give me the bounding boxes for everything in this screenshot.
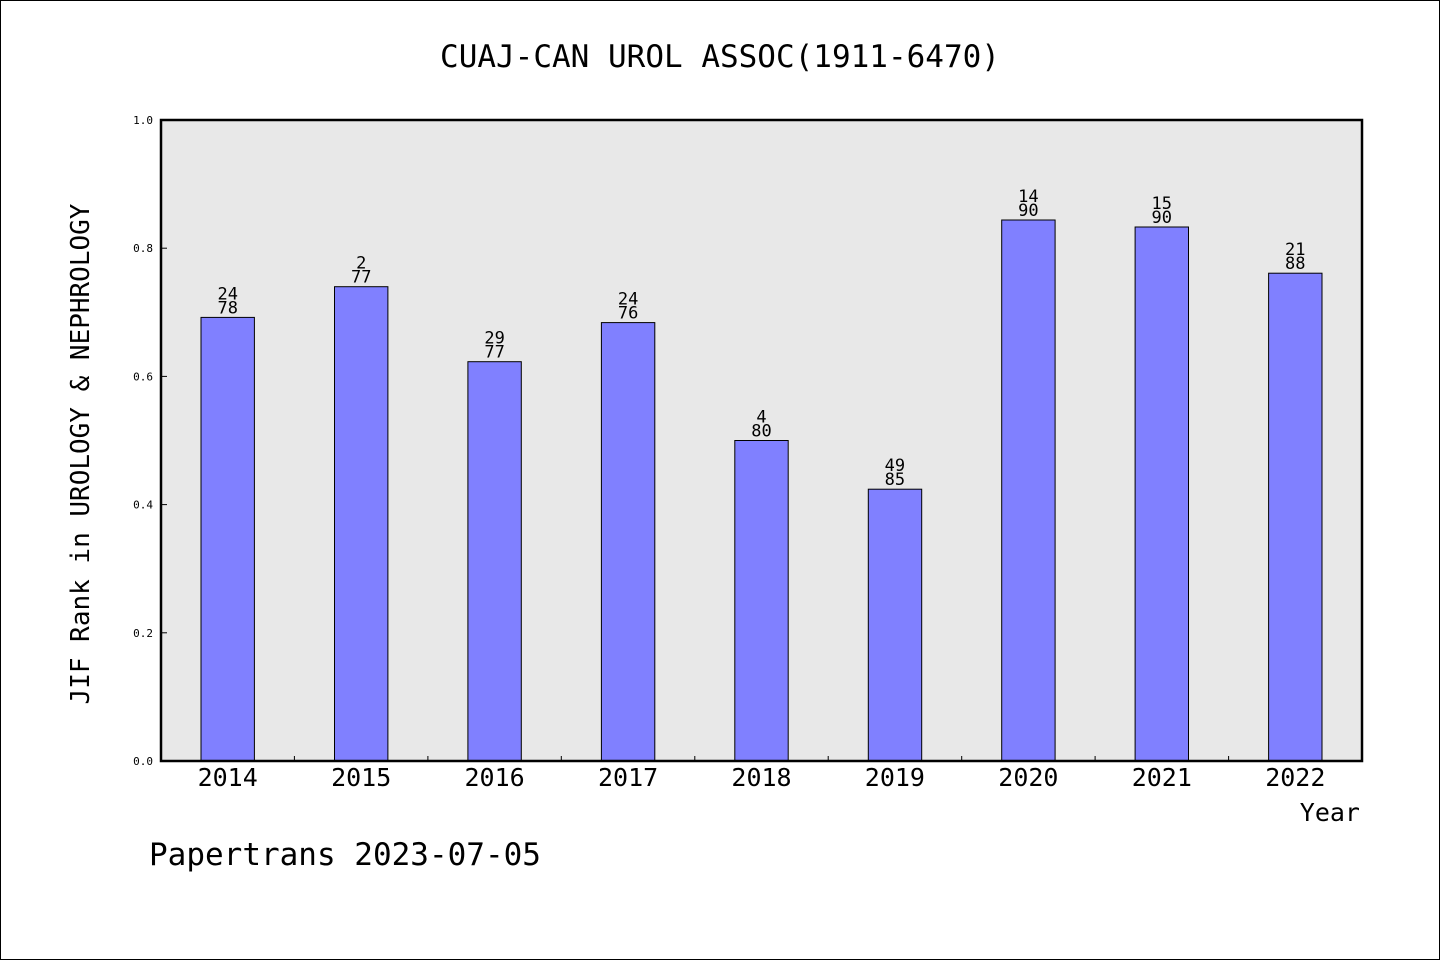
y-tick-label: 0.4 xyxy=(133,499,153,512)
bar-total-label: 80 xyxy=(751,422,771,442)
plot-border xyxy=(159,118,1364,763)
x-tick-label: 2014 xyxy=(198,763,258,792)
bar-total-label: 88 xyxy=(1285,254,1305,274)
footer-credit: Papertrans 2023-07-05 xyxy=(149,837,541,873)
bar-rank-label: 24 xyxy=(217,284,237,304)
bar-rank-label: 2 xyxy=(356,254,366,274)
y-tick-label: 0.2 xyxy=(133,627,153,640)
bar-total-label: 77 xyxy=(484,343,504,363)
x-tick-label: 2021 xyxy=(1132,763,1192,792)
bar-total-label: 90 xyxy=(1018,201,1038,221)
x-tick-label: 2022 xyxy=(1265,763,1325,792)
y-axis-label: JIF Rank in UROLOGY & NEPHROLOGY xyxy=(66,203,96,704)
bar-total-label: 78 xyxy=(217,298,237,318)
bar-total-label: 76 xyxy=(618,304,638,324)
x-axis-label: Year xyxy=(1300,798,1360,827)
bar-2022 xyxy=(1268,272,1323,762)
bar-2018 xyxy=(734,440,789,762)
y-tick-label: 1.0 xyxy=(133,114,153,127)
bar-2014 xyxy=(200,316,255,762)
bar-rank-label: 29 xyxy=(484,329,504,349)
x-tick-label: 2020 xyxy=(998,763,1058,792)
x-axis: 2014 2015 2016 2017 2018 2019 2020 2021 2022 xyxy=(198,756,1325,792)
bar-total-label: 85 xyxy=(885,470,905,490)
bar-rank-label: 15 xyxy=(1152,194,1172,214)
bar-2015 xyxy=(334,286,389,762)
x-tick-label: 2018 xyxy=(731,763,791,792)
bar-rank-label: 4 xyxy=(756,408,766,428)
bar-2021 xyxy=(1134,226,1189,762)
y-tick-label: 0.0 xyxy=(133,755,153,768)
bar-total-label: 90 xyxy=(1152,208,1172,228)
x-tick-label: 2019 xyxy=(865,763,925,792)
bar-2016 xyxy=(467,361,522,762)
x-tick-label: 2017 xyxy=(598,763,658,792)
bar-2020 xyxy=(1001,219,1056,762)
bar-2019 xyxy=(867,488,923,762)
x-tick-label: 2016 xyxy=(464,763,524,792)
bar-rank-label: 14 xyxy=(1018,187,1038,207)
bar-total-label: 77 xyxy=(351,268,371,288)
chart-title: CUAJ-CAN UROL ASSOC(1911-6470) xyxy=(440,39,1000,75)
y-tick-label: 0.8 xyxy=(133,242,153,255)
bar-2017 xyxy=(600,322,656,762)
bar-rank-label: 21 xyxy=(1285,240,1305,260)
bar-rank-label: 49 xyxy=(885,456,905,476)
y-tick-label: 0.6 xyxy=(133,370,153,383)
bars-group xyxy=(200,219,1323,762)
bar-rank-label: 24 xyxy=(618,290,638,310)
x-tick-label: 2015 xyxy=(331,763,391,792)
